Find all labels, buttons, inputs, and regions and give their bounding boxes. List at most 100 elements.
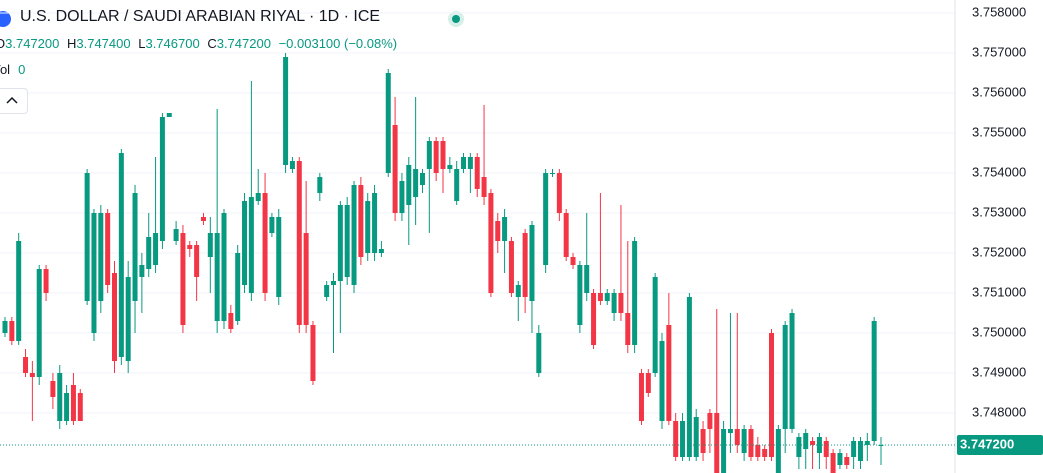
candle-body [727,429,733,433]
candle-body [413,169,419,197]
candle-body [851,441,857,457]
candle-body [9,321,15,341]
candle-body [378,249,384,253]
ohlc-value: 3.747200 [5,36,60,51]
candle-body [693,417,699,457]
candle-body [173,229,179,241]
candle-body [686,297,692,457]
candle-body [618,293,624,313]
candle-body [700,429,706,453]
candle-body [502,217,508,241]
candle-body [755,445,761,457]
candle-body [180,233,186,325]
candle-body [666,325,672,421]
candle-body [645,373,651,393]
candle-body [153,233,159,265]
candle-body [488,193,494,293]
change: −0.003100 (−0.08%) [278,36,398,51]
candle-body [419,173,425,185]
candle-body [351,185,357,285]
candle-body [673,421,679,457]
y-tick-label: 3.755000 [972,124,1026,139]
ohlc-label: H [66,36,77,51]
last-price-label: 3.747200 [960,436,1014,451]
volume-value: 0 [18,62,26,77]
candle-body [98,213,104,301]
candle-body [310,325,316,381]
candle-body [228,313,234,329]
candle-body [659,341,665,421]
candle-body [762,449,768,457]
candle-body [830,453,836,473]
candle-body [515,285,521,297]
candle-body [105,213,111,285]
candle-body [283,57,289,165]
y-tick-label: 3.754000 [972,164,1026,179]
ohlc-value: 3.746700 [145,36,200,51]
symbol-title: U.S. DOLLAR / SAUDI ARABIAN RIYAL · 1D ·… [20,8,381,25]
candle-body [652,277,658,373]
candle-body [406,165,412,205]
candle-body [194,245,200,277]
ohlc-label: L [138,36,146,51]
candle-body [803,433,809,449]
candle-body [337,205,343,281]
candle-body [296,161,302,325]
ohlc-value: 3.747200 [216,36,271,51]
collapse-button[interactable] [0,88,28,114]
candle-body [734,429,740,445]
candle-body [563,213,569,257]
candle-body [522,233,528,297]
candle-body [159,117,165,241]
candle-body [823,441,829,457]
candle-body [426,141,432,169]
last-price-tag [957,435,1043,455]
candle-body [57,373,63,421]
candle-body [577,265,583,325]
candle-body [70,385,76,421]
y-tick-label: 3.749000 [972,364,1026,379]
candle-body [132,193,138,301]
candle-body [365,201,371,253]
candle-body [837,453,843,465]
candle-body [187,245,193,249]
candle-body [604,293,610,301]
candle-body [235,253,241,321]
candle-body [611,293,617,313]
candle-body [878,445,884,446]
candle-body [461,157,467,169]
candle-body [447,165,453,169]
candle-body [50,381,56,397]
volume-label: Vol [0,62,11,77]
candle-body [77,393,83,421]
candle-body [584,265,590,293]
candle-body [570,257,576,265]
candle-body [721,429,727,473]
candle-body [358,185,364,257]
volume-legend: Vol 0 [0,62,25,77]
candle-body [29,373,35,377]
candle-body [146,237,152,269]
candle-body [810,441,816,445]
status-dot[interactable] [452,15,460,23]
chevron-icon [6,96,18,104]
candle-body [289,161,295,169]
candle-body [385,73,391,173]
candle-body [707,413,713,429]
candle-body [112,273,117,361]
candle-body [474,157,480,189]
candle-body [200,217,206,221]
candle-body [864,441,870,445]
candle-body [871,321,877,441]
candle-body [139,265,145,277]
candle-body [508,241,514,293]
candle-body [481,177,487,197]
candle-body [2,321,8,333]
candle-body [680,421,686,457]
candle-body [495,221,501,241]
candle-body [748,429,754,457]
candle-body [248,197,254,293]
candle-body [262,193,268,293]
candle-body [775,429,781,473]
